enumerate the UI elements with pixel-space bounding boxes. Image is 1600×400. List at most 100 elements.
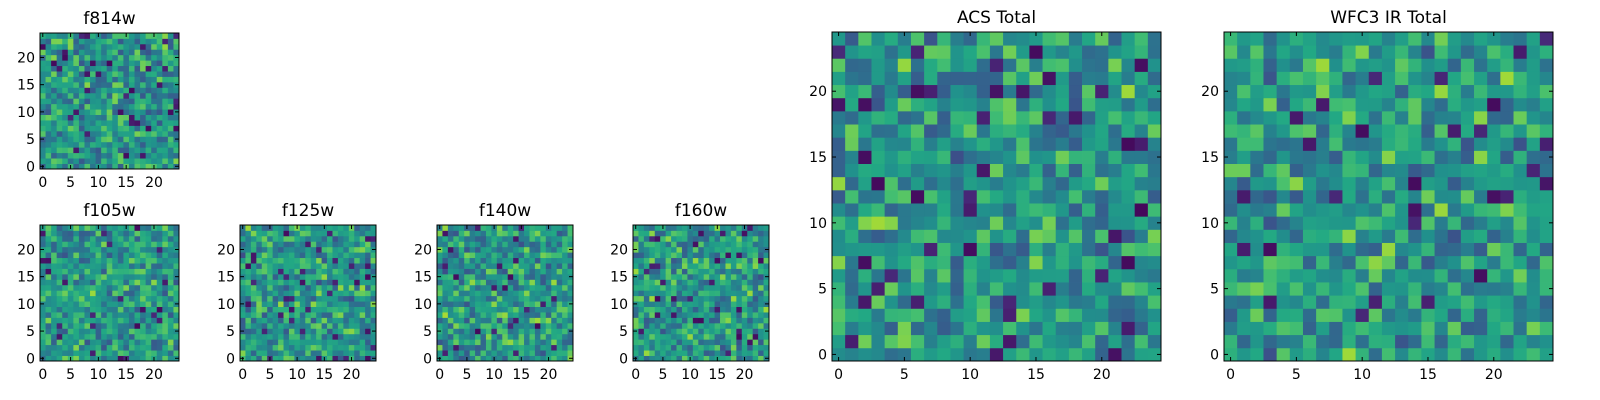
heatmap-cell [491,263,498,269]
heatmap-cell [101,65,108,72]
heatmap-cell [1329,32,1343,46]
heatmap-cell [123,81,130,88]
heatmap-cell [62,109,69,115]
heatmap-cell [348,252,355,259]
heatmap-cell [714,339,721,346]
heatmap-cell [1539,203,1554,217]
heatmap-cell [134,109,141,115]
heatmap-cell [513,235,519,242]
heatmap-cell [453,263,460,269]
heatmap-cell [140,344,147,351]
heatmap-cell [95,158,102,164]
heatmap-cell [687,301,694,307]
heatmap-cell [1526,150,1541,164]
heatmap-cell [1055,163,1070,178]
heatmap-cell [1434,347,1449,362]
heatmap-cell [288,268,295,275]
heatmap-cell [95,38,102,45]
heatmap-cell [480,246,487,253]
heatmap-cell [134,273,141,280]
heatmap-cell [884,176,899,191]
heatmap-cell [51,103,58,110]
heatmap-cell [167,98,174,105]
heatmap-cell [1068,176,1083,191]
heatmap-cell [654,252,661,259]
heatmap-cell [128,87,135,94]
heatmap-cell [545,273,552,280]
heatmap-cell [1003,137,1017,151]
heatmap-cell [370,306,377,313]
heatmap-cell [140,312,147,318]
heatmap-cell [123,109,130,115]
heatmap-cell [671,312,677,318]
heatmap-cell [348,263,355,269]
heatmap-cell [502,312,509,318]
heatmap-cell [910,32,925,46]
heatmap-cell [145,333,152,340]
heatmap-cell [78,54,85,61]
heatmap-cell [725,290,732,297]
heatmap-cell [513,279,519,286]
heatmap-cell [1147,84,1162,99]
heatmap-cell [1421,242,1435,257]
heatmap-cell [45,147,52,154]
heatmap-cell [1342,84,1356,99]
heatmap-cell [1302,334,1317,349]
heatmap-cell [167,306,174,313]
heatmap-cell [51,257,58,264]
heatmap-cell [469,273,476,280]
heatmap-cell [95,295,102,302]
heatmap-cell [507,268,514,275]
panel-title: f125w [282,201,334,221]
heatmap-cell [1421,137,1435,151]
x-tick-label: 15 [512,367,530,383]
heatmap-cell [1108,189,1122,204]
heatmap-cell [156,43,163,50]
heatmap-cell [78,235,85,242]
heatmap-cell [567,339,574,346]
heatmap-cell [937,334,951,349]
heatmap-cell [540,290,547,297]
heatmap-cell [507,246,514,253]
heatmap-cell [1068,110,1083,125]
heatmap-cell [272,339,279,346]
heatmap-cell [924,242,938,257]
heatmap-cell [871,71,886,86]
heatmap-cell [56,344,63,351]
heatmap-cell [283,252,290,259]
heatmap-cell [240,350,246,356]
heatmap-cell [45,322,52,329]
heatmap-cell [1302,110,1317,125]
heatmap-cell [1500,334,1514,349]
heatmap-cell [507,312,514,318]
heatmap-cell [540,295,547,302]
heatmap-cell [112,328,119,335]
heatmap-cell [1381,334,1396,349]
heatmap-cell [709,284,715,291]
heatmap-cell [1421,45,1435,59]
heatmap-cell [145,54,152,61]
heatmap-cell [480,279,487,286]
heatmap-cell [1302,242,1317,257]
heatmap-cell [128,306,135,313]
heatmap-cell [989,163,1004,178]
heatmap-cell [316,225,322,231]
heatmap-cell [1447,255,1462,270]
heatmap-cell [1513,97,1528,112]
heatmap-cell [117,241,124,248]
heatmap-cell [1016,268,1030,283]
heatmap-cell [294,230,301,237]
heatmap-cell [643,317,650,324]
heatmap-cell [140,65,147,72]
heatmap-cell [45,333,52,340]
heatmap-cell [283,290,290,297]
heatmap-cell [162,284,169,291]
heatmap-cell [128,263,135,269]
heatmap-cell [692,355,699,362]
heatmap-cell [709,301,715,307]
heatmap-cell [51,333,58,340]
heatmap-cell [245,235,252,242]
heatmap-cell [1108,255,1122,270]
heatmap-cell [267,246,274,253]
heatmap-cell [871,176,886,191]
